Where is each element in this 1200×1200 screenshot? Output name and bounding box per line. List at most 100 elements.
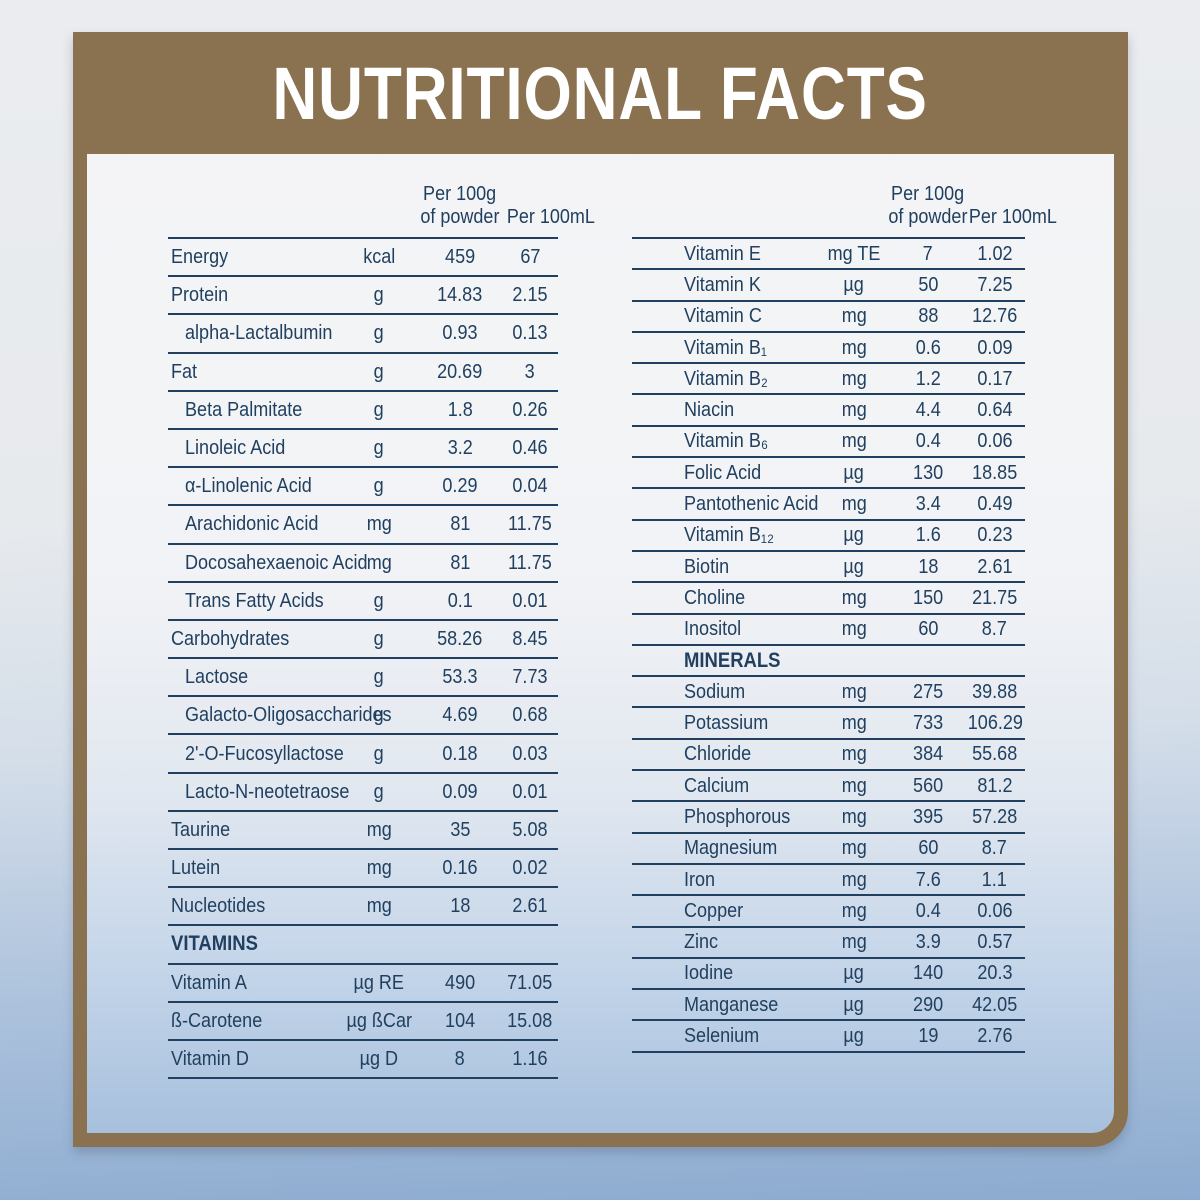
nutrient-unit: mg xyxy=(366,856,392,880)
value-per-100g: 7.6 xyxy=(915,867,941,891)
nutrient-label: Chloride xyxy=(684,742,752,766)
value-per-100g: 459 xyxy=(444,245,476,269)
nutrient-row: Biotin µg 18 2.61 xyxy=(632,552,1025,584)
nutrient-unit: µg xyxy=(843,961,865,985)
nutrient-unit: mg xyxy=(841,804,867,828)
table-right-header: Per 100g of powder Per 100mL xyxy=(632,154,1057,239)
nutrient-unit: mg xyxy=(366,894,392,918)
value-per-100ml: 0.17 xyxy=(976,366,1013,390)
value-per-100g: 384 xyxy=(912,742,944,766)
nutrient-row: Copper mg 0.4 0.06 xyxy=(632,896,1025,928)
value-per-100g: 3.9 xyxy=(915,930,941,954)
nutrient-unit: mg xyxy=(841,679,867,703)
value-per-100g: 0.16 xyxy=(442,856,478,880)
nutrient-unit: mg xyxy=(841,492,867,516)
value-per-100ml: 0.46 xyxy=(512,436,548,460)
nutrient-row: alpha-Lactalbumin g 0.93 0.13 xyxy=(168,315,558,354)
section-title: VITAMINS xyxy=(168,932,340,956)
value-per-100g: 733 xyxy=(912,711,944,735)
nutrition-table-left: Per 100g of powder Per 100mL Energy kcal 4… xyxy=(168,154,595,1080)
value-per-100ml: 55.68 xyxy=(971,742,1018,766)
value-per-100ml: 18.85 xyxy=(971,460,1018,484)
value-per-100ml: 0.64 xyxy=(976,398,1013,422)
column-header-line: Per 100mL xyxy=(506,206,595,229)
nutrient-row: Folic Acid µg 130 18.85 xyxy=(632,458,1025,490)
column-header-line: Per 100mL xyxy=(968,206,1057,229)
nutrient-unit: µg D xyxy=(359,1047,399,1071)
value-per-100g: 8 xyxy=(454,1047,466,1071)
nutrient-label: Vitamin D xyxy=(171,1047,249,1071)
value-per-100ml: 0.01 xyxy=(512,588,548,612)
value-per-100g: 490 xyxy=(444,970,476,994)
nutrient-row: 2'-O-Fucosyllactose g 0.18 0.03 xyxy=(168,735,558,774)
value-per-100ml: 2.76 xyxy=(976,1024,1013,1048)
nutrient-label: Iodine xyxy=(684,961,734,985)
nutrient-row: Vitamin C mg 88 12.76 xyxy=(632,302,1025,333)
nutrient-label: Choline xyxy=(684,585,746,609)
nutrient-row: Vitamin K µg 50 7.25 xyxy=(632,270,1025,302)
nutrient-row: Linoleic Acid g 3.2 0.46 xyxy=(168,430,558,469)
nutrient-unit: mg xyxy=(841,617,867,641)
nutrient-label: Nucleotides xyxy=(171,894,266,918)
value-per-100ml: 8.7 xyxy=(981,617,1008,641)
value-per-100g: 4.69 xyxy=(442,703,478,727)
nutrient-label: Vitamin B₂ xyxy=(684,366,768,390)
nutrition-table-right: Per 100g of powder Per 100mL Vitamin E mg… xyxy=(632,154,1057,1053)
column-header-per-100g: Per 100g of powder xyxy=(888,183,967,237)
value-per-100ml: 1.02 xyxy=(976,241,1013,265)
value-per-100g: 35 xyxy=(449,817,471,841)
nutrient-label: Calcium xyxy=(684,773,750,797)
value-per-100ml: 0.13 xyxy=(512,321,548,345)
nutrient-row: Pantothenic Acid mg 3.4 0.49 xyxy=(632,489,1025,521)
nutrient-label: Vitamin B₁ xyxy=(684,335,767,359)
value-per-100ml: 57.28 xyxy=(971,804,1018,828)
value-per-100g: 0.29 xyxy=(442,474,478,498)
nutrient-label: alpha-Lactalbumin xyxy=(185,321,333,345)
nutrient-unit: g xyxy=(373,474,385,498)
nutrient-unit: µg xyxy=(843,272,865,296)
section-title: MINERALS xyxy=(632,649,816,673)
nutrient-row: Sodium mg 275 39.88 xyxy=(632,677,1025,709)
nutrient-unit: g xyxy=(373,359,385,383)
value-per-100ml: 39.88 xyxy=(971,679,1018,703)
nutrient-unit: mg xyxy=(841,304,867,328)
value-per-100ml: 81.2 xyxy=(976,773,1013,797)
nutrient-unit: µg xyxy=(843,523,865,547)
nutrient-unit: mg xyxy=(841,773,867,797)
section-title-text: VITAMINS xyxy=(171,932,258,956)
nutrient-unit: g xyxy=(373,626,385,650)
nutrient-row: Chloride mg 384 55.68 xyxy=(632,740,1025,772)
nutrient-label: Selenium xyxy=(684,1024,760,1048)
value-per-100g: 150 xyxy=(912,585,944,609)
value-per-100g: 19 xyxy=(917,1024,939,1048)
value-per-100ml: 0.23 xyxy=(976,523,1013,547)
nutrient-label: Protein xyxy=(171,283,229,307)
nutrient-label: Inositol xyxy=(684,617,742,641)
nutrient-unit: g xyxy=(373,779,385,803)
column-header-line: Per 100g xyxy=(423,182,497,205)
value-per-100g: 50 xyxy=(917,272,939,296)
value-per-100ml: 2.61 xyxy=(976,554,1013,578)
nutrient-label: Lutein xyxy=(171,856,221,880)
value-per-100g: 130 xyxy=(912,460,944,484)
nutrient-row: Lacto-N-neotetraose g 0.09 0.01 xyxy=(168,774,558,812)
nutrient-row: Iron mg 7.6 1.1 xyxy=(632,865,1025,897)
value-per-100ml: 11.75 xyxy=(508,512,552,536)
nutrient-row: Calcium mg 560 81.2 xyxy=(632,771,1025,803)
value-per-100g: 20.69 xyxy=(437,359,483,383)
value-per-100ml: 0.68 xyxy=(512,703,548,727)
nutrient-unit: g xyxy=(373,397,385,421)
nutrient-unit: g xyxy=(373,665,385,689)
value-per-100g: 60 xyxy=(917,617,939,641)
nutrient-label: Pantothenic Acid xyxy=(684,492,819,516)
value-per-100g: 0.1 xyxy=(447,588,473,612)
nutrient-row: Vitamin B₁₂ µg 1.6 0.23 xyxy=(632,521,1025,552)
table-left-header: Per 100g of powder Per 100mL xyxy=(168,154,595,239)
value-per-100g: 1.6 xyxy=(915,523,941,547)
nutrient-row: Zinc mg 3.9 0.57 xyxy=(632,928,1025,959)
value-per-100ml: 0.09 xyxy=(976,335,1013,359)
value-per-100ml: 0.03 xyxy=(512,741,548,765)
value-per-100ml: 71.05 xyxy=(507,970,553,994)
nutrient-label: 2'-O-Fucosyllactose xyxy=(185,741,344,765)
nutrient-label: Biotin xyxy=(684,554,730,578)
